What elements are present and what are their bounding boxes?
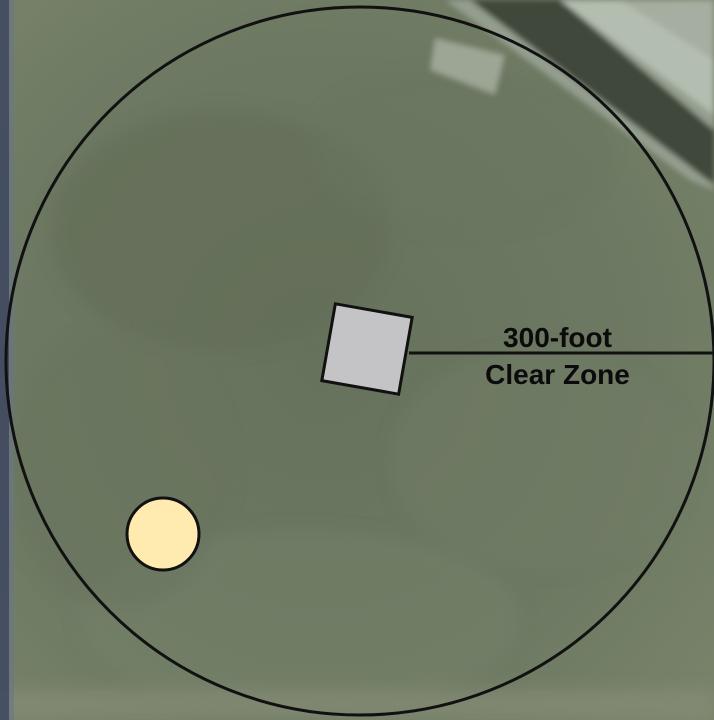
clear-zone-label: 300-foot Clear Zone	[470, 319, 645, 393]
clear-zone-label-line1: 300-foot	[503, 322, 612, 353]
clear-zone-circle	[4, 5, 714, 717]
clear-zone-label-line2: Clear Zone	[485, 359, 630, 390]
structure-marker	[320, 302, 414, 396]
left-edge-strip	[0, 0, 9, 720]
point-marker	[125, 496, 201, 572]
terrain-texture	[0, 70, 714, 720]
